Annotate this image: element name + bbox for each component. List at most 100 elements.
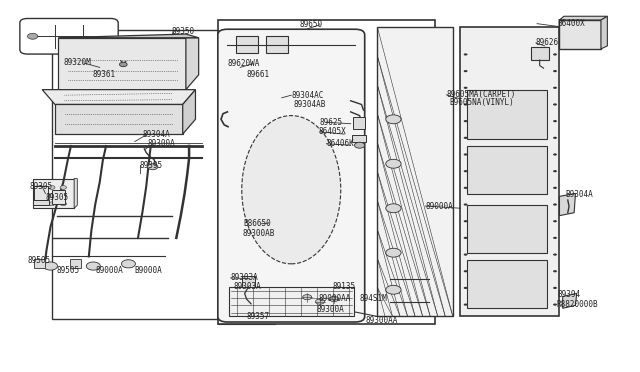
Circle shape [120, 62, 127, 67]
Circle shape [553, 253, 557, 256]
Bar [531, 47, 548, 60]
Text: 89626: 89626 [536, 38, 559, 48]
Circle shape [60, 186, 67, 189]
Circle shape [464, 103, 467, 106]
Text: 86406K: 86406K [326, 139, 354, 148]
Polygon shape [559, 193, 575, 216]
Circle shape [464, 153, 467, 155]
Bar [467, 260, 547, 308]
Polygon shape [58, 34, 198, 38]
Circle shape [44, 262, 58, 270]
Text: 89505: 89505 [28, 256, 51, 265]
Text: 89661: 89661 [246, 70, 269, 79]
Circle shape [553, 270, 557, 272]
Text: 89000AA: 89000AA [319, 294, 351, 303]
Text: 89300A: 89300A [148, 139, 175, 148]
Text: 89305: 89305 [45, 193, 68, 202]
Text: 89350: 89350 [172, 26, 195, 36]
Text: 89304AB: 89304AB [293, 100, 326, 109]
Bar [52, 190, 65, 204]
Text: 89320M: 89320M [63, 58, 91, 67]
Circle shape [553, 120, 557, 122]
Polygon shape [74, 179, 77, 208]
Circle shape [553, 70, 557, 72]
Text: R8820000B: R8820000B [556, 300, 598, 309]
Polygon shape [42, 90, 195, 105]
Circle shape [464, 120, 467, 122]
Circle shape [28, 33, 38, 39]
Circle shape [464, 237, 467, 239]
Circle shape [49, 194, 55, 198]
Circle shape [553, 170, 557, 172]
Polygon shape [186, 38, 198, 90]
Bar [70, 259, 81, 268]
Bar [559, 20, 601, 49]
Circle shape [464, 253, 467, 256]
Circle shape [330, 296, 339, 302]
Text: B86650: B86650 [243, 219, 271, 228]
Text: 89300AB: 89300AB [242, 229, 275, 238]
Circle shape [553, 53, 557, 55]
Circle shape [553, 187, 557, 189]
Polygon shape [55, 105, 182, 134]
FancyBboxPatch shape [20, 19, 118, 54]
Bar [236, 36, 258, 52]
Text: 89304AC: 89304AC [291, 91, 324, 100]
Bar [467, 205, 547, 253]
Text: 89300AA: 89300AA [366, 317, 398, 326]
Polygon shape [563, 294, 577, 308]
FancyBboxPatch shape [218, 29, 365, 322]
Text: 89505: 89505 [57, 266, 80, 275]
Text: B9304A: B9304A [566, 190, 594, 199]
Text: 89303A: 89303A [234, 282, 262, 291]
Bar [33, 200, 49, 205]
Circle shape [553, 220, 557, 222]
Circle shape [122, 260, 136, 268]
Ellipse shape [242, 116, 340, 264]
Bar [34, 186, 48, 200]
Bar [467, 90, 547, 138]
Text: 894S1M: 894S1M [360, 294, 387, 303]
Bar [378, 28, 453, 317]
Bar [34, 259, 45, 268]
Text: 89135: 89135 [333, 282, 356, 291]
Bar [353, 118, 365, 129]
Bar [467, 146, 547, 194]
Circle shape [464, 304, 467, 306]
Circle shape [60, 202, 67, 206]
Circle shape [303, 295, 312, 300]
Circle shape [60, 194, 67, 198]
Polygon shape [559, 16, 607, 20]
Text: B9605NA(VINYL): B9605NA(VINYL) [449, 99, 514, 108]
Bar [352, 135, 366, 142]
Circle shape [464, 170, 467, 172]
Text: 89650: 89650 [300, 20, 323, 29]
Bar [218, 20, 435, 324]
Circle shape [386, 248, 401, 257]
Circle shape [464, 220, 467, 222]
Polygon shape [601, 16, 607, 49]
Circle shape [464, 203, 467, 206]
Bar [242, 276, 255, 287]
Text: 89361: 89361 [92, 70, 115, 79]
Circle shape [553, 203, 557, 206]
Bar [52, 31, 218, 320]
Circle shape [386, 285, 401, 294]
Text: 89000A: 89000A [95, 266, 123, 275]
Circle shape [464, 187, 467, 189]
Circle shape [386, 115, 401, 124]
Circle shape [553, 103, 557, 106]
Circle shape [37, 194, 44, 198]
Circle shape [553, 87, 557, 89]
Circle shape [464, 87, 467, 89]
Circle shape [355, 142, 365, 148]
Circle shape [464, 137, 467, 139]
Bar [84, 37, 109, 48]
Text: 89395: 89395 [140, 161, 163, 170]
Circle shape [148, 164, 158, 170]
Circle shape [386, 204, 401, 213]
Text: 89303A: 89303A [230, 273, 259, 282]
Circle shape [49, 186, 55, 189]
Text: B6400X: B6400X [557, 19, 586, 28]
Circle shape [86, 262, 100, 270]
